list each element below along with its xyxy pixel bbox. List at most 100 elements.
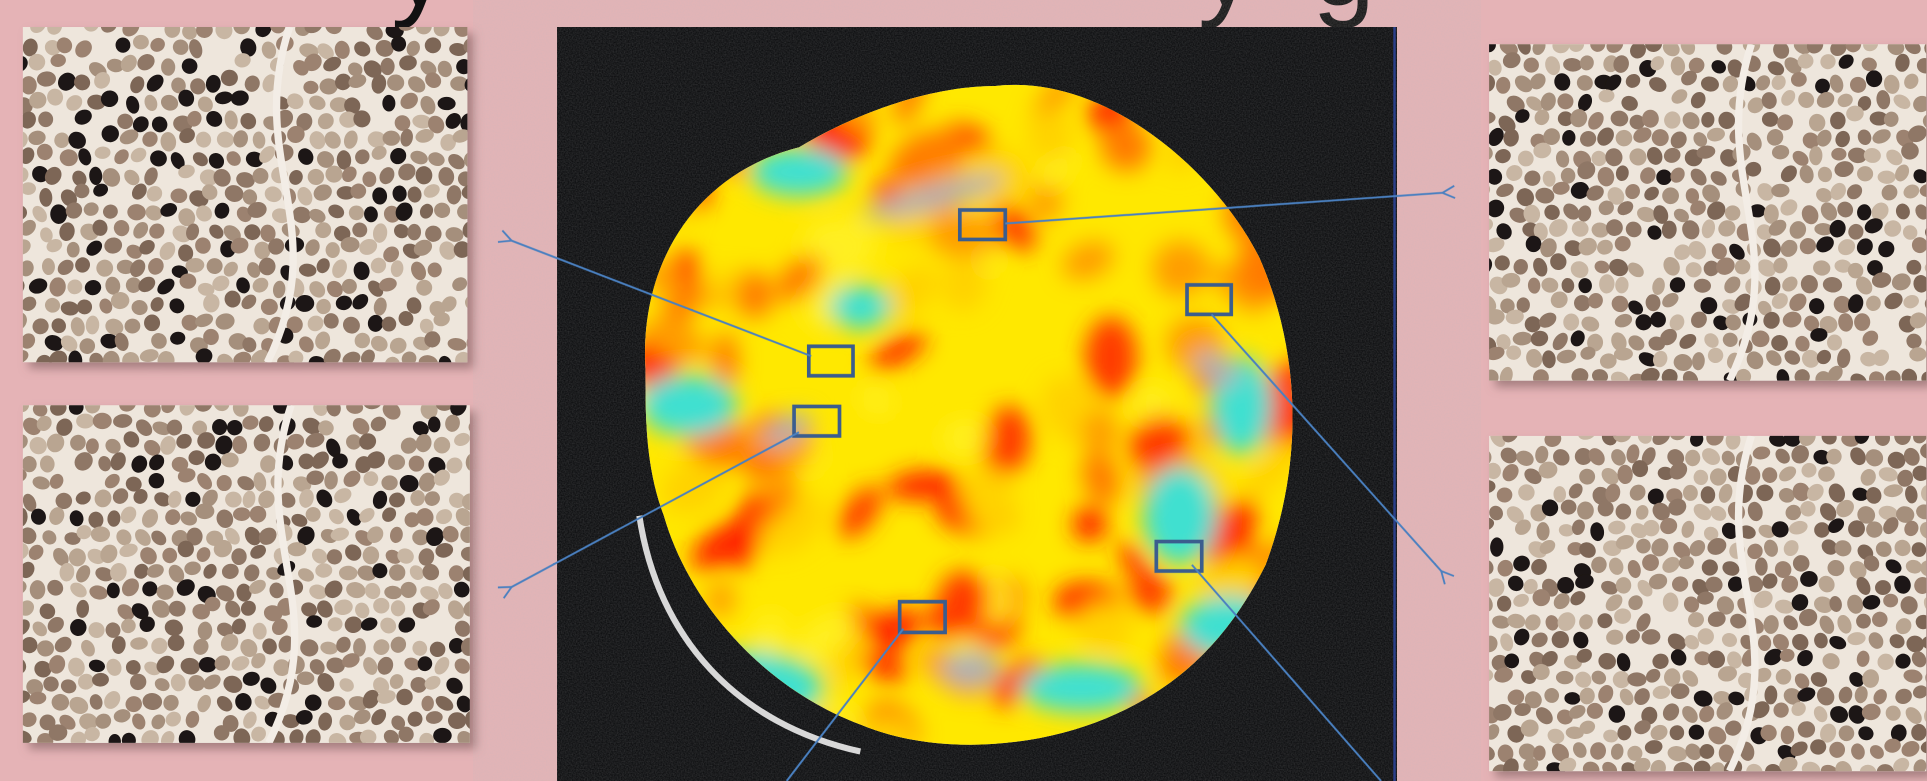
cell [117,113,134,130]
map-blob [713,332,739,388]
cell [51,693,70,711]
cell [311,451,329,469]
cell [157,351,175,363]
cell [1627,559,1641,579]
cell [152,600,170,618]
cell [1682,370,1699,381]
cell [366,27,383,41]
cell [1606,219,1623,236]
cell [179,128,195,144]
cell [43,748,65,768]
map-blob [741,440,779,481]
cell [1597,166,1615,187]
cell [442,525,459,543]
cell [56,418,73,436]
cell [89,585,108,600]
cell [114,332,129,351]
cell [1509,207,1528,223]
cell [428,152,445,166]
cell [1837,386,1857,405]
cell [1862,330,1879,346]
cell [223,747,248,770]
cell [215,435,233,455]
cell [390,260,404,278]
cell [151,637,168,655]
cell [304,53,322,72]
cell [132,713,146,730]
cell [170,188,188,204]
cell [1727,651,1742,669]
cell [388,749,410,769]
cell [233,728,251,743]
cell [49,277,66,297]
cell [474,244,495,258]
cell [1628,595,1643,611]
cell [353,261,370,281]
cell [203,563,217,579]
cell [116,529,132,546]
cell [416,508,434,526]
cell [74,74,91,91]
cell [323,348,341,363]
cell [230,237,249,254]
cell [1544,204,1560,220]
cell [1813,449,1831,465]
cell [327,617,343,632]
cell [22,434,28,450]
cell [1707,347,1724,364]
cell [1757,300,1772,316]
cell [1552,332,1568,351]
cell [326,405,341,417]
cell [1876,90,1891,110]
cell [232,435,248,454]
cell [121,578,139,597]
cell [216,131,234,148]
cell [367,366,388,384]
cell [1627,672,1647,687]
cell [305,506,321,522]
cell [1587,333,1604,352]
cell [429,641,446,658]
cell [221,563,239,579]
cell [1901,368,1918,381]
cell [1816,236,1834,253]
cell [392,185,407,202]
cell [420,60,437,76]
cell [1751,777,1770,781]
cell [1813,260,1831,276]
cell [391,35,407,52]
cell [325,27,342,35]
cell [1791,594,1809,611]
cell [1489,462,1501,480]
cell [1717,666,1738,682]
cell [26,679,44,696]
cell [167,634,185,652]
cell [251,652,266,669]
cell [1670,683,1690,700]
map-blob [1072,506,1107,542]
cell [1653,205,1669,224]
cell [126,95,140,114]
cell [206,258,223,274]
cell [334,40,350,59]
cell [449,43,467,56]
cell [1688,57,1705,74]
cell [201,184,218,200]
cell [1668,498,1687,516]
cell [1693,278,1711,293]
cell [197,621,213,641]
cell [1773,44,1790,59]
cell [1671,89,1688,104]
cell [1489,745,1495,761]
cell [227,372,243,392]
cell [74,109,92,125]
cell [1860,351,1877,367]
cell [1641,447,1656,466]
cell [1700,297,1718,315]
cell [1835,761,1852,772]
cell [319,78,338,95]
cell [1523,757,1539,772]
cell [220,69,238,87]
cell [1663,147,1681,163]
cell [470,581,493,605]
